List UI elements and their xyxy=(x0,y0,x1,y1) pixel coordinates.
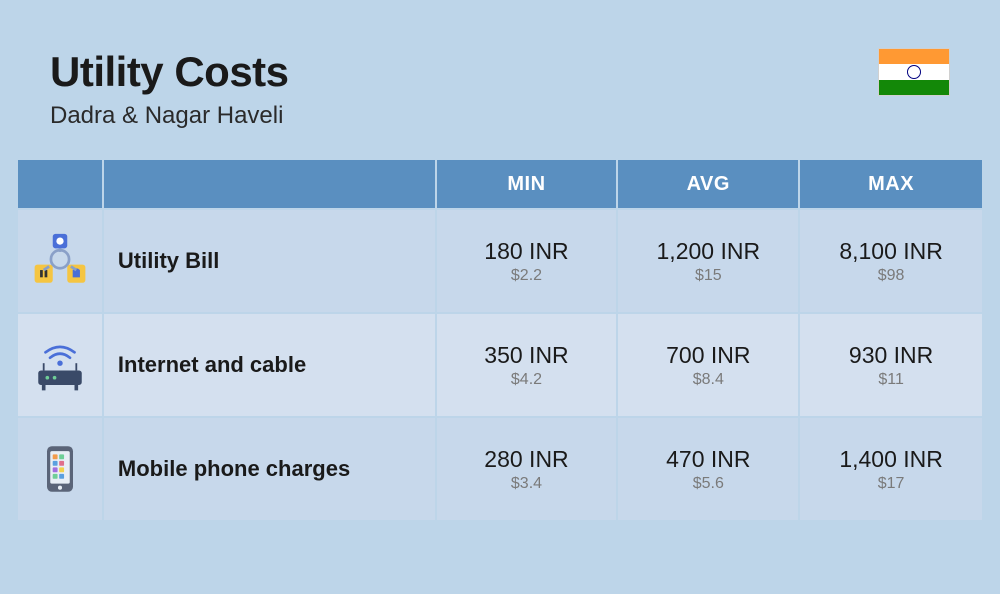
table-row: Mobile phone charges 280 INR $3.4 470 IN… xyxy=(18,416,982,520)
row-icon-cell xyxy=(18,208,104,312)
value-primary: 1,400 INR xyxy=(839,446,943,473)
value-primary: 700 INR xyxy=(666,342,750,369)
value-primary: 1,200 INR xyxy=(657,238,761,265)
table-row: Utility Bill 180 INR $2.2 1,200 INR $15 … xyxy=(18,208,982,312)
th-avg: AVG xyxy=(618,160,800,208)
value-primary: 470 INR xyxy=(666,446,750,473)
phone-icon xyxy=(29,438,91,500)
value-primary: 8,100 INR xyxy=(839,238,943,265)
cell-avg: 470 INR $5.6 xyxy=(618,416,800,520)
cell-min: 350 INR $4.2 xyxy=(437,312,619,416)
cell-max: 930 INR $11 xyxy=(800,312,982,416)
th-min: MIN xyxy=(437,160,619,208)
utilities-icon xyxy=(29,230,91,292)
row-label-cell: Mobile phone charges xyxy=(104,416,437,520)
cell-max: 1,400 INR $17 xyxy=(800,416,982,520)
costs-table: MIN AVG MAX xyxy=(0,160,1000,520)
row-icon-cell xyxy=(18,416,104,520)
cell-min: 180 INR $2.2 xyxy=(437,208,619,312)
value-primary: 280 INR xyxy=(484,446,568,473)
value-primary: 350 INR xyxy=(484,342,568,369)
th-label xyxy=(104,160,437,208)
row-label: Utility Bill xyxy=(118,248,219,274)
table-header: MIN AVG MAX xyxy=(18,160,982,208)
table-row: Internet and cable 350 INR $4.2 700 INR … xyxy=(18,312,982,416)
value-secondary: $11 xyxy=(878,371,904,389)
th-icon xyxy=(18,160,104,208)
value-secondary: $3.4 xyxy=(511,475,542,493)
page-subtitle: Dadra & Nagar Haveli xyxy=(50,102,950,130)
row-label-cell: Utility Bill xyxy=(104,208,437,312)
cell-min: 280 INR $3.4 xyxy=(437,416,619,520)
header: Utility Costs Dadra & Nagar Haveli xyxy=(0,0,1000,160)
cell-max: 8,100 INR $98 xyxy=(800,208,982,312)
th-max: MAX xyxy=(800,160,982,208)
row-label: Internet and cable xyxy=(118,352,306,378)
value-secondary: $17 xyxy=(878,475,905,493)
row-label-cell: Internet and cable xyxy=(104,312,437,416)
value-secondary: $15 xyxy=(695,267,722,285)
cell-avg: 700 INR $8.4 xyxy=(618,312,800,416)
value-secondary: $8.4 xyxy=(693,371,724,389)
value-primary: 180 INR xyxy=(484,238,568,265)
value-secondary: $98 xyxy=(878,267,905,285)
row-label: Mobile phone charges xyxy=(118,456,350,482)
cell-avg: 1,200 INR $15 xyxy=(618,208,800,312)
india-flag-icon xyxy=(878,48,950,96)
page-title: Utility Costs xyxy=(50,48,950,96)
value-secondary: $2.2 xyxy=(511,267,542,285)
row-icon-cell xyxy=(18,312,104,416)
router-icon xyxy=(29,334,91,396)
value-secondary: $4.2 xyxy=(511,371,542,389)
value-primary: 930 INR xyxy=(849,342,933,369)
value-secondary: $5.6 xyxy=(693,475,724,493)
